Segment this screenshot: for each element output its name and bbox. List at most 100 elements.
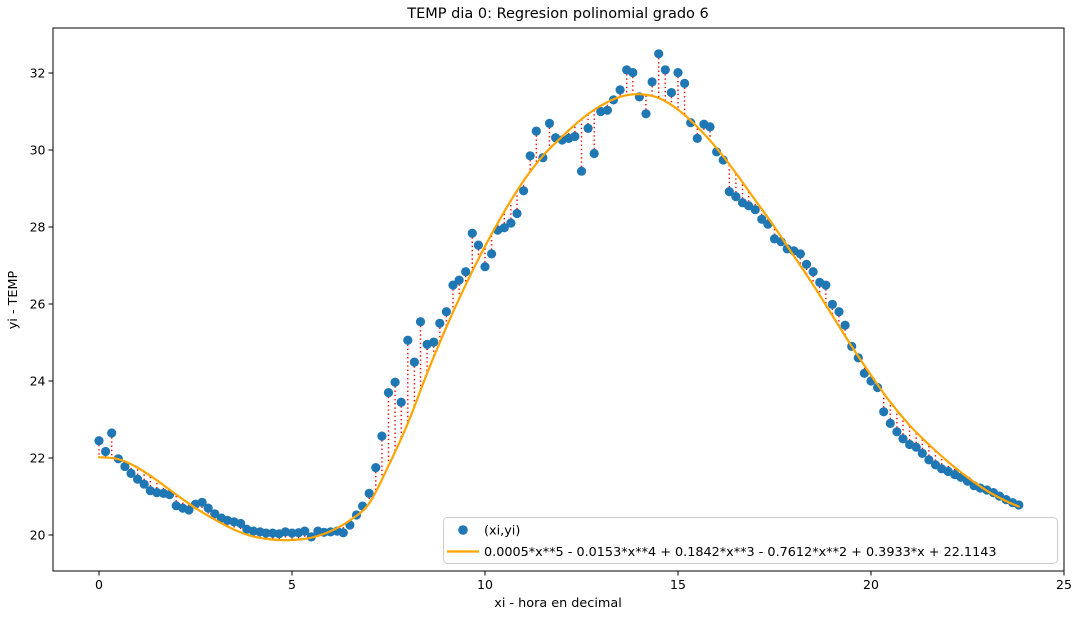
scatter-point: [487, 249, 497, 259]
scatter-point: [139, 479, 149, 489]
scatter-point: [583, 123, 593, 133]
plot-frame: [52, 27, 1065, 572]
legend-scatter-marker-icon: [458, 525, 468, 535]
scatter-point: [885, 418, 895, 428]
scatter-point: [680, 78, 690, 88]
scatter-point: [94, 436, 104, 446]
scatter-point: [602, 105, 613, 115]
x-tick-label: 20: [863, 577, 879, 592]
scatter-point: [673, 68, 683, 78]
x-tick-label: 0: [95, 577, 103, 592]
scatter-point: [647, 77, 657, 87]
scatter-point: [898, 434, 908, 444]
scatter-point: [827, 299, 838, 309]
scatter-point: [184, 505, 194, 515]
scatter-point: [473, 240, 483, 250]
scatter-point: [911, 442, 921, 452]
scatter-point: [448, 280, 458, 290]
scatter-point: [390, 377, 400, 387]
y-axis-label: yi - TEMP: [6, 270, 21, 329]
fit-curve-series: [97, 93, 1020, 542]
scatter-point: [544, 118, 555, 128]
scatter-point: [834, 307, 844, 317]
scatter-point: [261, 528, 271, 538]
scatter-point: [519, 186, 529, 196]
legend-scatter-label: (xi,yi): [484, 524, 520, 539]
scatter-point: [403, 335, 413, 345]
scatter-point: [750, 205, 760, 215]
x-tick-label: 15: [670, 577, 686, 592]
scatter-point: [429, 337, 439, 347]
scatter-point: [396, 397, 406, 407]
scatter-point: [879, 407, 889, 417]
y-tick-label: 20: [30, 527, 46, 542]
scatter-point: [101, 446, 111, 457]
legend: (xi,yi) 0.0005*x**5 - 0.0153*x**4 + 0.18…: [443, 517, 1058, 564]
scatter-point: [654, 49, 664, 59]
y-tick-label: 26: [30, 296, 46, 311]
legend-box: [443, 517, 1058, 564]
scatter-point: [435, 318, 445, 328]
x-tick-label: 25: [1056, 577, 1072, 592]
scatter-point: [461, 267, 471, 277]
scatter-point: [499, 223, 509, 233]
scatter-point: [917, 448, 927, 458]
scatter-point: [692, 133, 702, 143]
scatter-point: [576, 166, 587, 176]
scatter-point: [409, 357, 419, 367]
chart-title: TEMP dia 0: Regresion polinomial grado 6: [406, 6, 709, 22]
scatter-point: [795, 249, 806, 259]
scatter-point: [338, 528, 348, 538]
scatter-point: [628, 68, 638, 78]
plot-area: 0 5 10 15 20 25 20 22 24 26 28 30 32: [30, 27, 1072, 592]
scatter-point: [236, 518, 246, 529]
scatter-point: [454, 275, 464, 285]
scatter-point: [892, 427, 902, 437]
scatter-point: [383, 388, 394, 398]
scatter-point: [210, 509, 220, 519]
residual-stems: [98, 53, 1020, 541]
x-axis-label: xi - hora en decimal: [494, 596, 622, 611]
scatter-point: [808, 267, 818, 277]
scatter-point: [724, 187, 734, 197]
scatter-point: [371, 463, 381, 473]
scatter-point: [731, 192, 741, 202]
scatter-point: [480, 262, 490, 272]
scatter-point: [859, 368, 870, 378]
scatter-point: [924, 455, 934, 465]
scatter-point: [525, 151, 535, 161]
y-tick-label: 24: [30, 373, 46, 388]
scatter-point: [203, 503, 213, 513]
axis-ticks: 0 5 10 15 20 25 20 22 24 26 28 30 32: [30, 65, 1072, 592]
legend-fit-label: 0.0005*x**5 - 0.0153*x**4 + 0.1842*x**3 …: [484, 545, 997, 560]
scatter-point: [107, 428, 117, 438]
scatter-point: [506, 218, 516, 228]
scatter-point: [660, 65, 670, 75]
scatter-point: [840, 320, 850, 330]
scatter-point: [801, 259, 812, 269]
scatter-point: [821, 280, 831, 290]
scatter-point: [441, 307, 451, 317]
y-tick-label: 30: [30, 142, 46, 157]
scatter-point: [377, 431, 387, 441]
x-tick-label: 10: [477, 577, 493, 592]
scatter-point: [287, 528, 297, 538]
y-tick-label: 32: [30, 65, 46, 80]
scatter-point: [300, 526, 310, 536]
scatter-point: [512, 208, 522, 219]
scatter-point: [364, 488, 374, 498]
scatter-point: [133, 474, 143, 484]
scatter-point: [120, 461, 130, 472]
x-tick-label: 5: [288, 577, 296, 592]
scatter-point: [666, 88, 677, 98]
scatter-point: [197, 497, 207, 507]
scatter-point: [570, 131, 580, 142]
scatter-point: [415, 317, 426, 327]
scatter-series: [94, 49, 1024, 542]
scatter-point: [705, 122, 715, 132]
y-tick-label: 22: [30, 450, 46, 465]
scatter-point: [686, 118, 696, 128]
scatter-point: [641, 109, 651, 119]
